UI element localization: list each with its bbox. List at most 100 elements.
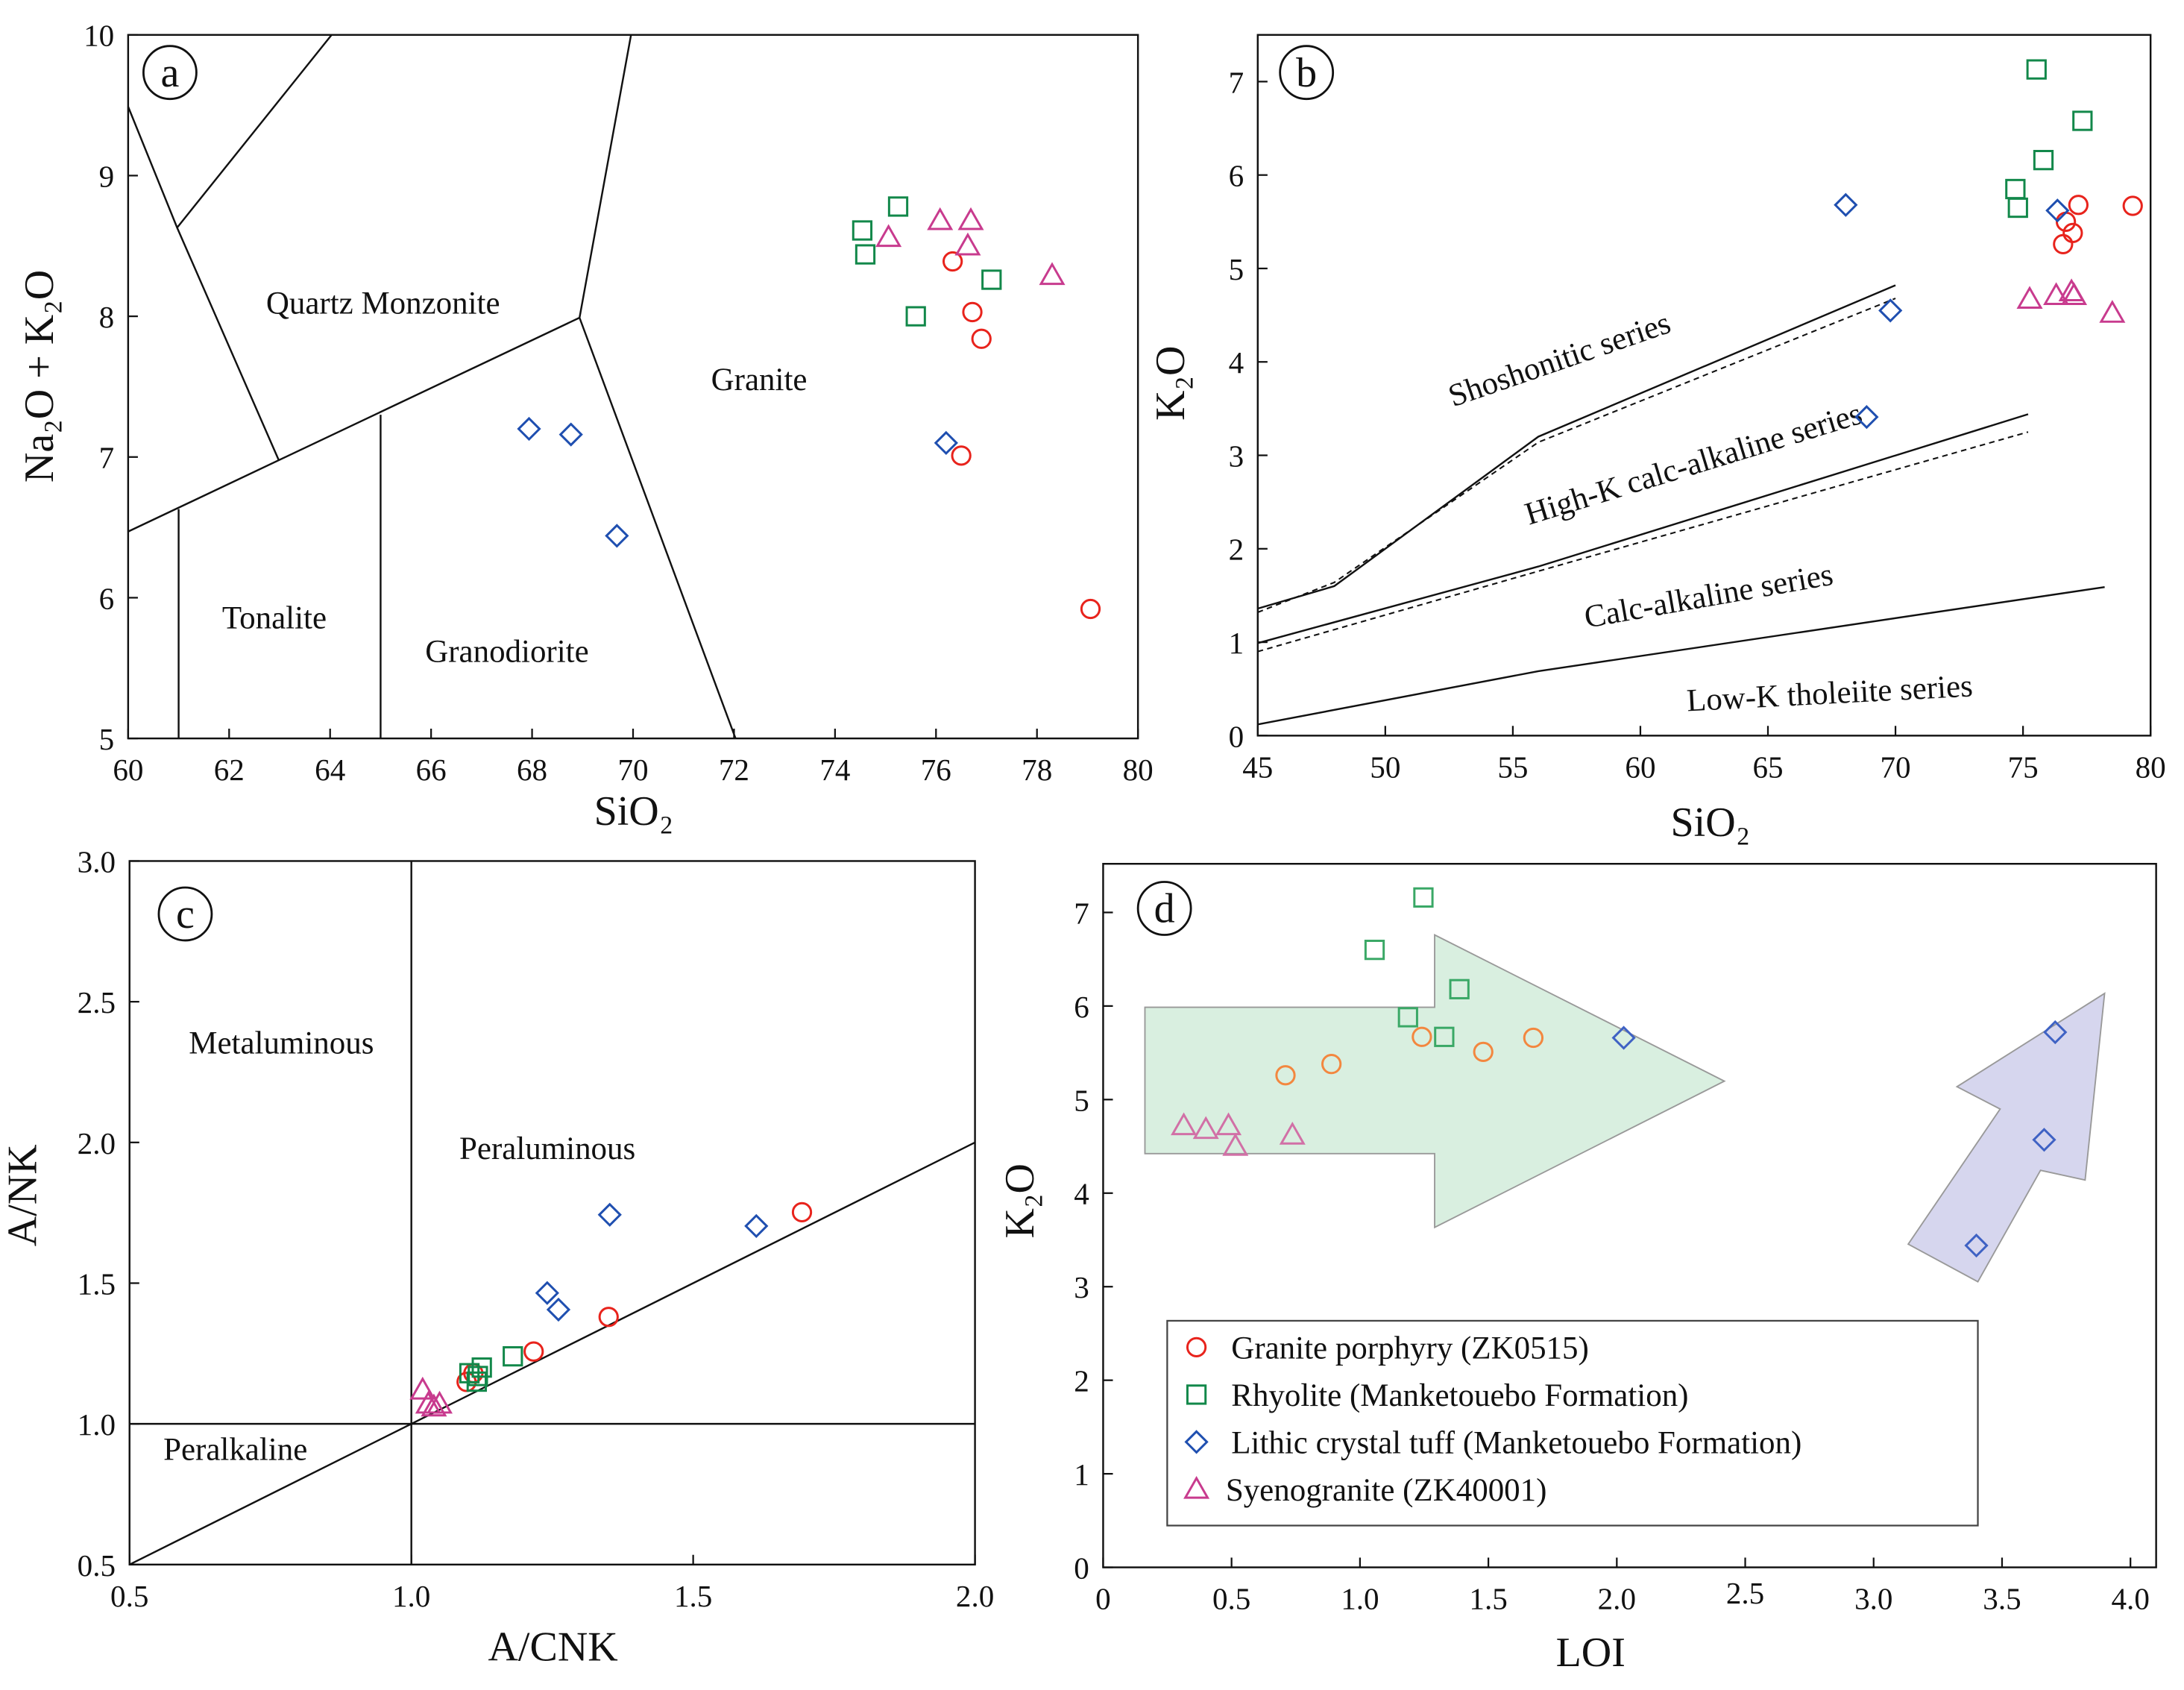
data-point [1611, 1025, 1636, 1050]
legend-label: Rhyolite (Manketouebo Formation) [1231, 1378, 1688, 1413]
x-axis-label: A/CNK [488, 1624, 617, 1671]
data-point [927, 207, 954, 230]
x-tick-label: 65 [1752, 750, 1783, 784]
x-tick-label: 2.5 [1726, 1576, 1764, 1610]
data-point [744, 1213, 769, 1239]
data-point [1854, 405, 1879, 430]
plot-frame [128, 860, 976, 1566]
data-point [471, 1357, 492, 1378]
data-point [1364, 939, 1385, 961]
y-axis-label: A/NK [0, 1144, 46, 1246]
legend-box [1166, 1319, 1979, 1527]
x-tick-label: 1.5 [1469, 1582, 1507, 1616]
legend-marker-triangle-icon [1183, 1475, 1210, 1499]
data-point [2099, 300, 2126, 323]
data-point [1412, 1026, 1432, 1047]
data-point [875, 224, 902, 248]
field-label: Quartz Monzonite [266, 286, 500, 321]
series-lithic-tuff [535, 1202, 769, 1322]
panel-c: 0.5 1.0 1.5 2.0 0.5 1.0 1.5 2.0 2.5 3.0 A/CNK A/NK c… [0, 844, 994, 1670]
x-tick-label: 1.0 [392, 1579, 430, 1613]
x-tick-label: 0.5 [110, 1579, 148, 1613]
x-axis-label: SiO₂ [1671, 800, 1751, 846]
x-tick-label: 2.0 [956, 1579, 994, 1613]
legend: Granite porphyry (ZK0515) Rhyolite (Manke… [1166, 1319, 1979, 1527]
data-point [409, 1376, 436, 1400]
data-point [415, 1390, 441, 1414]
data-point [951, 445, 972, 466]
y-tick-label: 1.0 [78, 1407, 116, 1442]
data-point [791, 1201, 813, 1223]
series-granite-porphyry [2053, 195, 2143, 255]
legend-item: Syenogranite (ZK40001) [1183, 1473, 1547, 1508]
data-point [942, 251, 963, 272]
y-tick-label: 7 [1229, 65, 1244, 99]
legend-marker-diamond-icon [1184, 1430, 1209, 1454]
field-label: Calc-alkaline series [1582, 557, 1836, 635]
legend-marker-circle-icon [1186, 1336, 1207, 1358]
y-tick-label: 0.5 [78, 1548, 116, 1583]
x-tick-label: 60 [113, 753, 143, 787]
x-tick-label: 55 [1497, 750, 1528, 784]
data-point [1397, 1007, 1418, 1028]
legend-label: Syenogranite (ZK40001) [1226, 1473, 1547, 1508]
y-tick-label: 2 [1074, 1364, 1089, 1398]
series-syenogranite [2016, 278, 2126, 323]
data-point [957, 207, 984, 230]
data-point [426, 1390, 453, 1414]
y-tick-label: 1 [1229, 626, 1244, 660]
series-rhyolite [459, 1345, 523, 1392]
data-point [558, 422, 583, 447]
data-point [887, 196, 909, 217]
x-tick-label: 45 [1242, 750, 1273, 784]
data-point [852, 220, 873, 241]
y-tick-label: 7 [1074, 896, 1089, 930]
y-tick-label: 7 [99, 441, 115, 475]
field-label: Metaluminous [189, 1025, 374, 1061]
series-syenogranite [875, 207, 1066, 286]
data-point [1878, 298, 1903, 323]
field-boundary-line [127, 106, 280, 461]
y-tick-label: 5 [1229, 252, 1244, 286]
data-point [535, 1281, 559, 1305]
data-point [1449, 978, 1470, 999]
legend-marker-square-icon [1186, 1384, 1207, 1405]
data-point [1215, 1112, 1242, 1136]
data-point [2045, 198, 2070, 223]
field-label: Granite [711, 362, 808, 398]
panel-letter-badge [157, 886, 213, 942]
x-tick-label: 75 [2008, 750, 2039, 784]
x-tick-label: 74 [819, 753, 850, 787]
y-axis-label: Na₂O + K₂O [16, 270, 63, 483]
y-axis-label: K₂O [1148, 346, 1194, 421]
data-point [2005, 178, 2026, 200]
field-boundary-line [129, 1141, 976, 1565]
field-label: Shoshonitic series [1444, 305, 1675, 414]
y-tick-label: 3 [1074, 1270, 1089, 1304]
data-point [466, 1371, 488, 1392]
panel-d: 0 0.5 1.0 1.5 2.0 2.5 3.0 3.5 4.0 0 1 2 3 4 5 6 7 LOI K₂O d [997, 863, 2157, 1676]
legend-item: Lithic crystal tuff (Manketouebo Formati… [1184, 1425, 1801, 1460]
data-point [981, 269, 1002, 290]
panel-letter: d [1154, 886, 1175, 932]
y-tick-label: 2.0 [78, 1126, 116, 1160]
x-tick-label: 78 [1022, 753, 1052, 787]
x-tick-label: 80 [2136, 750, 2166, 784]
x-tick-label: 68 [517, 753, 547, 787]
green-trend-arrow [1144, 933, 1726, 1229]
data-point [2016, 286, 2043, 310]
y-axis-label: K₂O [997, 1163, 1043, 1238]
x-tick-label: 4.0 [2112, 1582, 2150, 1616]
series-syenogranite [1171, 1112, 1306, 1156]
panel-letter-badge [1279, 45, 1335, 101]
legend-item: Granite porphyry (ZK0515) [1186, 1331, 1589, 1366]
y-tick-label: 1.5 [78, 1266, 116, 1301]
series-granite-porphyry [1275, 1026, 1544, 1086]
data-point [1080, 598, 1101, 620]
data-point [971, 328, 992, 349]
x-tick-label: 1.0 [1341, 1582, 1379, 1616]
field-boundary-line [1257, 413, 2029, 644]
y-tick-label: 0 [1229, 719, 1244, 753]
